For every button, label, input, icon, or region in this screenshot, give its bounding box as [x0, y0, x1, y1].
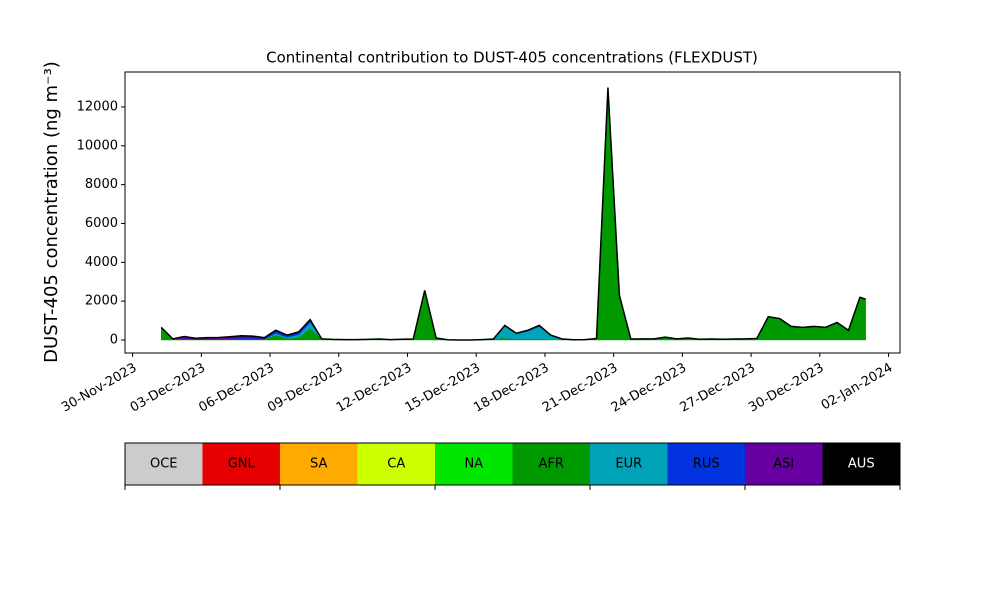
colorbar-label: OCE [150, 457, 178, 472]
y-tick-label: 10000 [77, 138, 118, 153]
y-tick-label: 4000 [85, 255, 118, 270]
y-tick-label: 2000 [85, 294, 118, 309]
colorbar-label: CA [387, 457, 405, 472]
x-tick-label: 27-Dec-2023 [677, 361, 757, 416]
colorbar-swatch [822, 443, 900, 485]
colorbar-frame [124, 442, 901, 486]
colorbar-label: SA [310, 457, 327, 472]
x-tick-label: 24-Dec-2023 [609, 361, 689, 416]
x-tick-label: 12-Dec-2023 [334, 361, 414, 416]
colorbar-swatch [590, 443, 668, 485]
area [161, 87, 866, 341]
colorbar-label: EUR [615, 457, 642, 472]
colorbar-label: ASI [773, 457, 794, 472]
x-tick-label: 15-Dec-2023 [403, 361, 483, 416]
colorbar-label: RUS [693, 457, 720, 472]
y-tick-label: 6000 [85, 216, 118, 231]
colorbar-label: NA [464, 457, 483, 472]
colorbar-swatch [512, 443, 590, 485]
x-tick-label: 21-Dec-2023 [540, 361, 620, 416]
area [161, 87, 866, 341]
x-tick-label: 30-Dec-2023 [746, 361, 826, 416]
y-tick-label: 12000 [77, 99, 118, 114]
colorbar-swatch [280, 443, 358, 485]
x-tick-label: 03-Dec-2023 [128, 361, 208, 416]
area [161, 87, 866, 341]
colorbar-label: AUS [848, 457, 875, 472]
colorbar-label: GNL [228, 457, 256, 472]
y-tick-label: 0 [110, 332, 118, 347]
x-tick-label: 09-Dec-2023 [265, 361, 345, 416]
colorbar-label: AFR [539, 457, 564, 472]
x-tick-label: 30-Nov-2023 [59, 361, 139, 416]
y-axis-label: DUST-405 concentration (ng m⁻³) [41, 61, 62, 363]
colorbar-swatch [435, 443, 513, 485]
x-tick-label: 18-Dec-2023 [471, 361, 551, 416]
colorbar-swatch [357, 443, 435, 485]
colorbar-swatch [667, 443, 745, 485]
chart-title: Continental contribution to DUST-405 con… [266, 49, 758, 67]
x-tick-label: 06-Dec-2023 [196, 361, 276, 416]
stack-outline [160, 87, 866, 341]
area [161, 87, 866, 341]
colorbar-swatch [125, 443, 203, 485]
x-tick-label: 02-Jan-2024 [819, 361, 896, 414]
y-tick-label: 8000 [85, 177, 118, 192]
colorbar-swatch [745, 443, 823, 485]
plot-frame [124, 71, 901, 354]
colorbar-swatch [202, 443, 280, 485]
